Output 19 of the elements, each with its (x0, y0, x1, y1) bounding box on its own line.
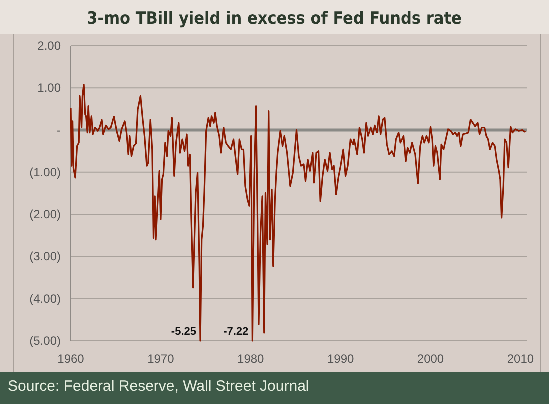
y-tick-label: - (57, 123, 61, 138)
y-tick-label: (5.00) (30, 334, 61, 348)
x-tick-label: 1990 (327, 352, 354, 366)
y-tick-label: 2.00 (38, 39, 62, 53)
x-tick-label: 2010 (507, 352, 534, 366)
y-tick-label: (1.00) (30, 165, 61, 180)
y-tick-label: (4.00) (30, 292, 61, 306)
x-tick-label: 1960 (58, 352, 85, 366)
y-tick-label: (2.00) (30, 208, 61, 222)
y-tick-label: 1.00 (38, 81, 62, 96)
x-tick-label: 1970 (148, 352, 175, 366)
chart-title: 3-mo TBill yield in excess of Fed Funds rate (87, 9, 462, 29)
annotation: -7.22 (224, 326, 249, 338)
y-tick-label: (3.00) (30, 250, 61, 264)
x-tick-label: 1980 (238, 352, 265, 366)
x-tick-label: 2000 (417, 352, 444, 366)
source-note: Source: Federal Reserve, Wall Street Journal (8, 378, 310, 395)
annotation: -5.25 (171, 326, 197, 338)
line-series (70, 84, 526, 342)
